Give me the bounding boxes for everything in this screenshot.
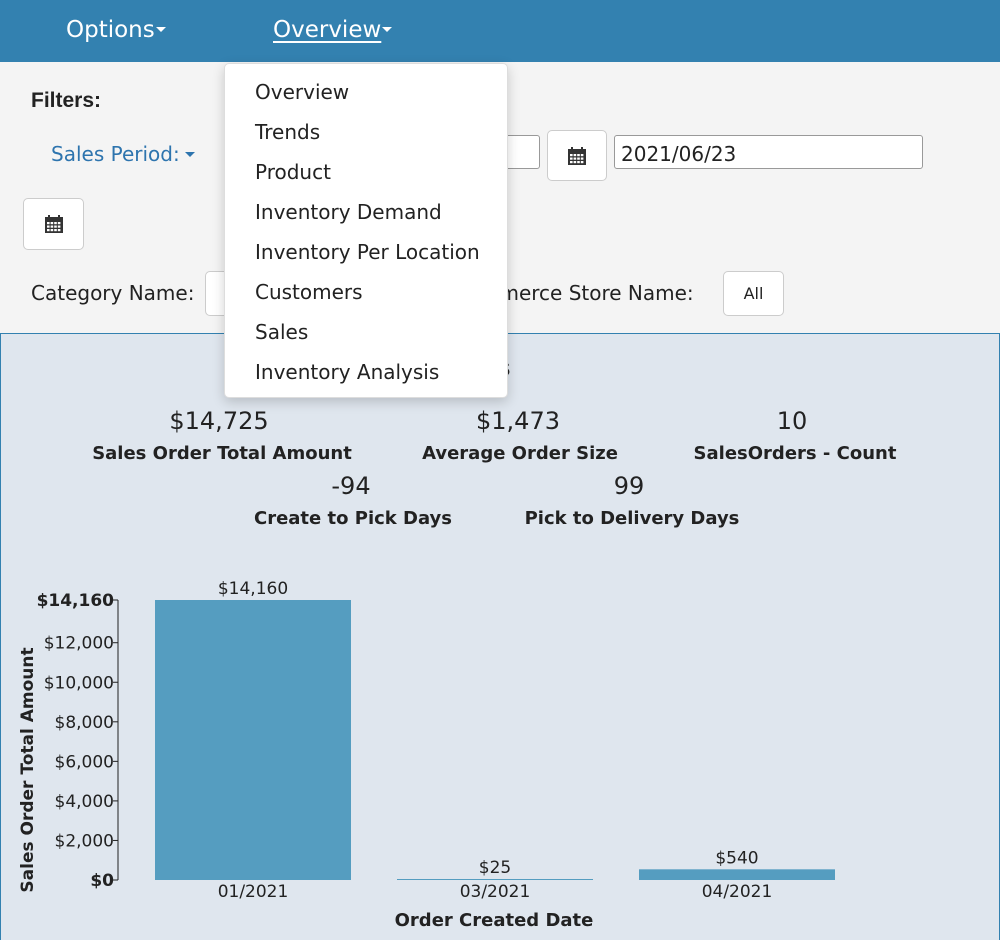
store-name-select[interactable]: All: [723, 271, 784, 316]
y-tick-label: $0: [90, 871, 114, 891]
x-tick-label: 04/2021: [702, 882, 773, 902]
y-tick-label: $14,160: [37, 591, 115, 611]
kpi-value-sales-total: $14,725: [169, 407, 269, 435]
x-tick-label: 01/2021: [218, 882, 289, 902]
dropdown-item-inventory-analysis[interactable]: Inventory Analysis: [255, 360, 440, 384]
x-axis: 01/2021 03/2021 04/2021: [218, 882, 773, 902]
caret-down-icon: [155, 26, 166, 32]
dropdown-item-inventory-demand[interactable]: Inventory Demand: [255, 200, 442, 224]
bar-03-2021[interactable]: [397, 879, 593, 880]
kpi-label-average-order: Average Order Size: [422, 443, 618, 464]
y-axis: $0 $2,000 $4,000 $6,000 $8,000 $10,000 $12,000…: [37, 591, 119, 891]
y-tick-label: $12,000: [44, 634, 114, 654]
kpi-value-average-order: $1,473: [476, 407, 560, 435]
overview-menu[interactable]: Overview: [273, 17, 393, 43]
caret-down-icon: [184, 151, 195, 157]
calendar-icon: [568, 146, 586, 165]
y-axis-title: Sales Order Total Amount: [18, 647, 38, 892]
kpi-value-create-to-pick: -94: [331, 472, 371, 500]
start-calendar-button[interactable]: [547, 130, 607, 181]
bar-data-label: $14,160: [218, 579, 288, 599]
end-calendar-button[interactable]: [23, 198, 84, 250]
dropdown-item-sales[interactable]: Sales: [255, 320, 309, 344]
y-tick-label: $8,000: [55, 713, 114, 733]
sales-period-label: Sales Period:: [51, 142, 180, 166]
top-nav-bar: Options Overview: [0, 0, 1000, 62]
filters-title: Filters:: [31, 89, 102, 112]
dropdown-item-customers[interactable]: Customers: [255, 280, 363, 304]
category-name-label: Category Name:: [31, 281, 195, 305]
dropdown-item-trends[interactable]: Trends: [255, 120, 321, 144]
kpi-label-create-to-pick: Create to Pick Days: [253, 508, 453, 529]
y-tick-label: $4,000: [55, 792, 114, 812]
y-tick-label: $10,000: [44, 673, 114, 693]
sales-bar-chart: $0 $2,000 $4,000 $6,000 $8,000 $10,000 $12,000…: [18, 579, 835, 931]
kpi-label-sales-total: Sales Order Total Amount: [92, 443, 352, 464]
x-axis-title: Order Created Date: [395, 910, 594, 931]
end-date-input[interactable]: 2021/06/23: [614, 135, 923, 169]
bar-01-2021[interactable]: [155, 600, 351, 880]
kpi-label-order-count: SalesOrders - Count: [693, 443, 897, 464]
caret-down-icon: [382, 26, 393, 32]
kpi-value-order-count: 10: [776, 407, 808, 435]
options-menu[interactable]: Options: [66, 17, 166, 43]
x-tick-label: 03/2021: [460, 882, 531, 902]
options-menu-label: Options: [66, 17, 155, 43]
y-tick-label: $6,000: [55, 752, 114, 772]
dropdown-item-overview[interactable]: Overview: [255, 80, 350, 104]
data-labels: $14,160 $25 $540: [218, 579, 759, 878]
bar-data-label: $540: [715, 848, 758, 868]
kpi-value-pick-to-delivery: 99: [613, 472, 645, 500]
bars: [155, 600, 835, 880]
calendar-icon: [44, 215, 63, 233]
y-tick-label: $2,000: [55, 831, 114, 851]
kpi-label-pick-to-delivery: Pick to Delivery Days: [524, 508, 740, 529]
overview-dropdown-menu: Overview Trends Product Inventory Demand Inv…: [224, 63, 508, 398]
sales-period-dropdown[interactable]: Sales Period:: [51, 142, 195, 166]
bar-04-2021[interactable]: [639, 869, 835, 880]
dropdown-item-product[interactable]: Product: [255, 160, 331, 184]
dropdown-item-inventory-per-location[interactable]: Inventory Per Location: [255, 240, 480, 264]
store-name-label: mmerce Store Name:: [480, 281, 694, 305]
bar-data-label: $25: [479, 858, 511, 878]
overview-menu-label: Overview: [273, 17, 382, 43]
